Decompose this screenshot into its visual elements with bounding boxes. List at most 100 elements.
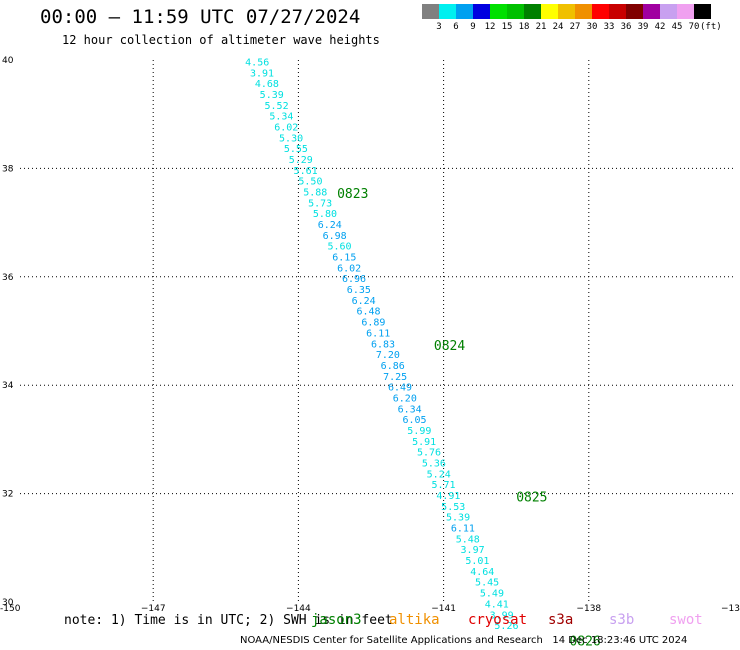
mission-cryosat: cryosat <box>468 612 528 628</box>
color-swatch <box>524 4 541 19</box>
chart-title: 00:00 – 11:59 UTC 07/27/2024 <box>40 6 361 28</box>
color-legend-label: 36 <box>620 22 632 32</box>
swh-data-label: 6.86 <box>381 361 405 372</box>
pass-time-label: 0825 <box>516 491 547 506</box>
mission-altika: altika <box>389 612 440 628</box>
color-swatch <box>473 4 490 19</box>
swh-data-label: 5.49 <box>480 589 504 600</box>
swh-data-label: 5.80 <box>313 209 337 220</box>
swh-data-label: 6.83 <box>371 339 395 350</box>
y-tick-label: 36 <box>2 273 14 283</box>
y-tick-label: 40 <box>2 56 14 66</box>
pass-time-label: 0823 <box>337 187 368 202</box>
swh-data-label: 6.20 <box>393 393 417 404</box>
y-tick-label: 34 <box>2 381 14 391</box>
color-swatch <box>694 4 711 19</box>
color-swatch <box>490 4 507 19</box>
swh-data-label: 5.36 <box>422 459 446 470</box>
color-swatch <box>626 4 643 19</box>
swh-data-label: 6.02 <box>337 263 361 274</box>
color-legend-label: 30 <box>586 22 598 32</box>
swh-data-label: 6.35 <box>347 285 371 296</box>
color-swatch <box>439 4 456 19</box>
y-tick-label: 38 <box>2 164 14 174</box>
swh-data-label: 6.49 <box>388 383 412 394</box>
color-swatch <box>643 4 660 19</box>
color-legend-label: 33 <box>603 22 615 32</box>
color-swatch <box>660 4 677 19</box>
x-tick-label: −13 <box>721 604 740 614</box>
color-swatch <box>609 4 626 19</box>
swh-data-label: 5.30 <box>279 133 303 144</box>
footer-credit: NOAA/NESDIS Center for Satellite Applica… <box>240 635 688 646</box>
color-swatch <box>575 4 592 19</box>
swh-data-label: 5.91 <box>412 437 436 448</box>
swh-data-label: 5.53 <box>441 502 465 513</box>
swh-data-label: 5.24 <box>427 469 451 480</box>
color-legend-label: 45 <box>671 22 683 32</box>
swh-data-label: 5.52 <box>265 101 289 112</box>
swh-data-label: 6.24 <box>318 220 342 231</box>
swh-data-label: 5.73 <box>308 198 332 209</box>
x-tick-label: −147 <box>141 604 166 614</box>
mission-s3a: s3a <box>548 612 574 628</box>
swh-data-label: 5.61 <box>294 166 318 177</box>
color-legend-label: 9 <box>470 22 476 32</box>
color-swatch <box>456 4 473 19</box>
swh-data-label: 5.45 <box>475 578 499 589</box>
mission-jason3: jason3 <box>311 612 362 628</box>
swh-data-label: 5.60 <box>327 242 351 253</box>
y-tick-label: 32 <box>2 490 13 500</box>
swh-data-label: 6.96 <box>342 274 366 285</box>
swh-data-label: 6.24 <box>352 296 376 307</box>
swh-data-label: 5.99 <box>407 426 431 437</box>
color-legend-label: 39 <box>637 22 649 32</box>
color-legend-label: 12 <box>484 22 496 32</box>
pass-time-label: 0826 <box>569 634 600 649</box>
pass-time-label: 0824 <box>434 339 465 354</box>
swh-data-label: 5.71 <box>432 480 456 491</box>
swh-data-label: 5.39 <box>446 513 470 524</box>
swh-data-label: 4.56 <box>245 57 269 68</box>
swh-data-label: 6.02 <box>274 122 298 133</box>
color-legend-label: 18 <box>518 22 530 32</box>
swh-data-label: 7.20 <box>376 350 400 361</box>
color-legend-label: 6 <box>453 22 459 32</box>
color-legend-label: 21 <box>535 22 547 32</box>
swh-data-label: 6.89 <box>361 318 385 329</box>
swh-data-label: 4.64 <box>470 567 494 578</box>
swh-data-label: 5.01 <box>465 556 489 567</box>
mission-s3b: s3b <box>609 612 635 628</box>
color-legend-label: 15 <box>501 22 513 32</box>
color-legend-unit: (ft) <box>700 22 722 32</box>
swh-data-label: 5.34 <box>269 112 293 123</box>
color-legend-label: 3 <box>436 22 442 32</box>
x-tick-label: -150 <box>0 604 21 614</box>
swh-data-label: 5.88 <box>303 188 327 199</box>
color-swatch <box>541 4 558 19</box>
color-legend-label: 27 <box>569 22 581 32</box>
swh-data-label: 4.91 <box>436 491 460 502</box>
x-tick-label: −141 <box>431 604 456 614</box>
swh-data-label: 6.11 <box>366 328 390 339</box>
x-tick-label: −144 <box>286 604 311 614</box>
note-text: note: 1) Time is in UTC; 2) SWH is in fe… <box>64 613 393 628</box>
swh-data-label: 6.11 <box>451 524 475 535</box>
color-legend-label: 70 <box>688 22 700 32</box>
swh-data-label: 6.98 <box>323 231 347 242</box>
swh-data-label: 4.68 <box>255 79 279 90</box>
swh-data-label: 4.41 <box>485 599 509 610</box>
swh-data-label: 5.55 <box>284 144 308 155</box>
swh-data-label: 5.29 <box>289 155 313 166</box>
color-swatch <box>422 4 439 19</box>
y-tick-label: 30 <box>2 598 14 608</box>
swh-data-label: 5.50 <box>298 177 322 188</box>
swh-data-label: 5.39 <box>260 90 284 101</box>
color-legend-label: 24 <box>552 22 564 32</box>
swh-data-label: 5.26 <box>494 621 518 632</box>
mission-swot: swot <box>669 612 703 628</box>
chart-subtitle: 12 hour collection of altimeter wave hei… <box>62 33 380 47</box>
x-tick-label: −138 <box>576 604 601 614</box>
swh-data-label: 5.48 <box>456 534 480 545</box>
